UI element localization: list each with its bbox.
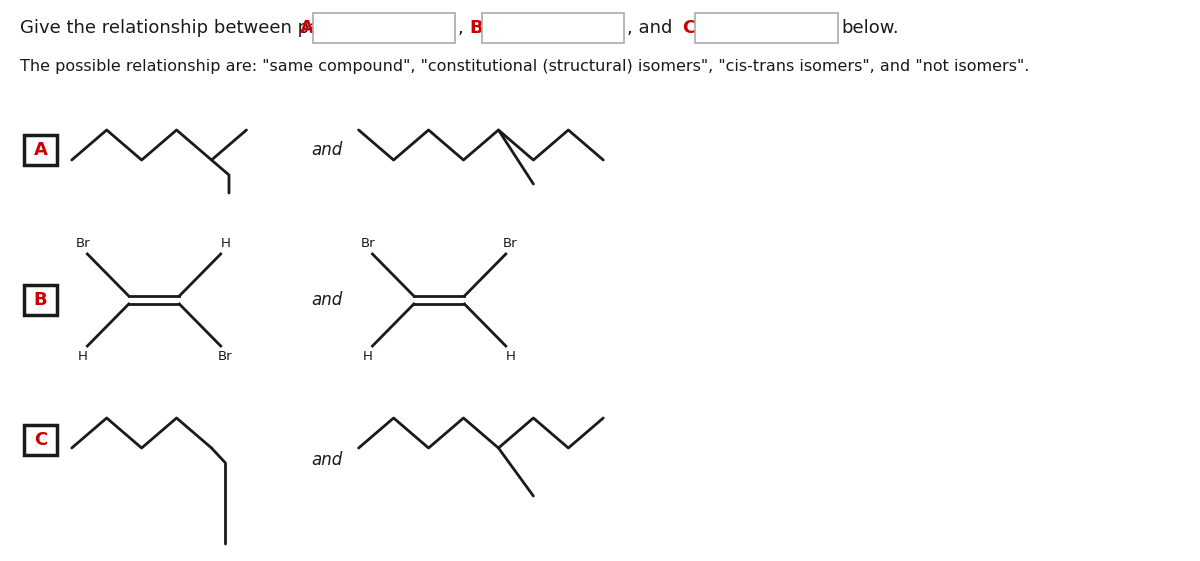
Bar <box>24 285 58 315</box>
Bar <box>313 13 455 43</box>
Text: Br: Br <box>503 237 517 250</box>
Text: B: B <box>469 19 482 37</box>
Text: Give the relationship between pairs: Give the relationship between pairs <box>20 19 342 37</box>
Bar <box>24 135 58 165</box>
Bar <box>24 425 58 455</box>
Text: B: B <box>34 291 47 309</box>
Text: and: and <box>311 141 342 159</box>
Bar <box>695 13 838 43</box>
Text: H: H <box>505 350 515 363</box>
Text: H: H <box>221 237 230 250</box>
Text: A: A <box>300 19 313 37</box>
Bar <box>482 13 624 43</box>
Text: below.: below. <box>841 19 899 37</box>
Text: C: C <box>34 431 47 449</box>
Text: , and: , and <box>628 19 672 37</box>
Text: A: A <box>34 141 48 159</box>
Text: H: H <box>78 350 88 363</box>
Text: Br: Br <box>218 350 233 363</box>
Text: Br: Br <box>76 237 90 250</box>
Text: C: C <box>683 19 696 37</box>
Text: and: and <box>311 451 342 469</box>
Text: and: and <box>311 291 342 309</box>
Text: H: H <box>362 350 373 363</box>
Text: The possible relationship are: "same compound", "constitutional (structural) iso: The possible relationship are: "same com… <box>20 58 1030 73</box>
Text: Br: Br <box>360 237 376 250</box>
Text: ,: , <box>458 19 463 37</box>
